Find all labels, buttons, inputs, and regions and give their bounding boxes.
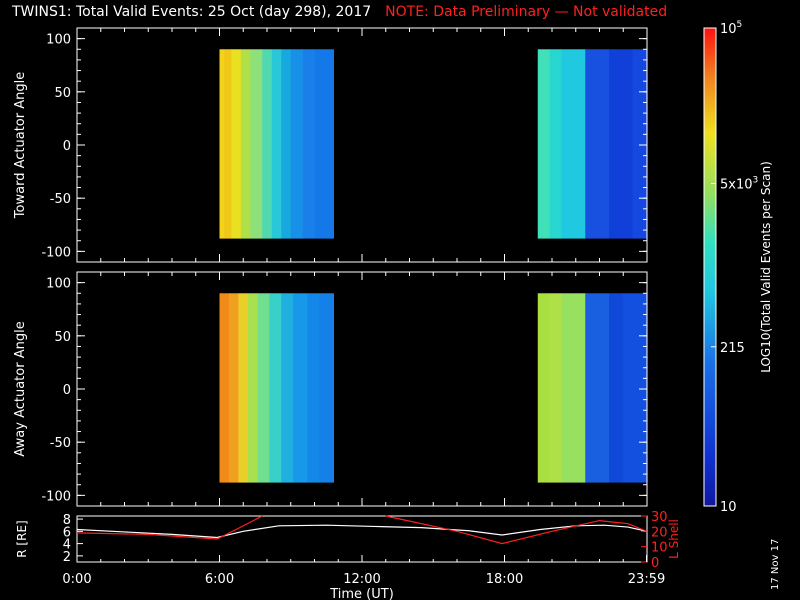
x-axis-label: Time (UT) [329, 587, 394, 600]
preliminary-note: NOTE: Data Preliminary — Not validated [385, 4, 668, 20]
y-axis-label: Away Actuator Angle [13, 321, 28, 456]
chart-title-line: TWINS1: Total Valid Events: 25 Oct (day … [12, 4, 667, 20]
chart-title: TWINS1: Total Valid Events: 25 Oct (day … [12, 4, 372, 20]
heatmap-cell [224, 49, 232, 239]
x-tick-label: 18:00 [486, 572, 523, 587]
y-tick-label: -100 [41, 489, 71, 504]
heatmap-cell [229, 293, 239, 483]
heatmap-cell [623, 293, 648, 483]
colorbar-tick-label: 215 [720, 341, 745, 356]
y-tick-label: 4 [63, 538, 71, 553]
y-tick-label: 100 [46, 33, 71, 48]
colorbar-tick-exponent: 5 [737, 20, 743, 30]
colorbar-tick-label: 5x103 [720, 175, 758, 192]
heatmap-cell [307, 293, 320, 483]
y-tick-label: 6 [63, 525, 71, 540]
heatmap-cell [290, 49, 304, 239]
colorbar-tick-exponent: 3 [753, 175, 759, 185]
heatmap-cell [257, 293, 270, 483]
colorbar-label: LOG10(Total Valid Events per Scan) [759, 161, 773, 373]
y-tick-label: -50 [50, 192, 71, 207]
heatmap-cell [262, 49, 273, 239]
heatmap-cell [609, 49, 634, 239]
heatmap-cell [561, 293, 586, 483]
heatmap-cell [609, 293, 624, 483]
heatmap-cell [561, 49, 586, 239]
heatmap-cell [281, 293, 294, 483]
heatmap-cell [537, 49, 551, 239]
heatmap-cell [219, 293, 230, 483]
x-tick-label: 12:00 [343, 572, 380, 587]
y2-tick-label: 0 [651, 556, 659, 571]
colorbar-tick-label: 105 [720, 20, 742, 37]
y-tick-label: 0 [63, 383, 71, 398]
heatmap-cell [537, 293, 551, 483]
heatmap-cell [219, 49, 225, 239]
orbit-panel-frame [76, 515, 648, 563]
y-tick-label: 50 [54, 86, 71, 101]
y-tick-label: 2 [63, 550, 71, 565]
heatmap-cell [250, 49, 263, 239]
heatmap-cell [549, 293, 562, 483]
r-axis-label: R [RE] [15, 520, 29, 557]
y-tick-label: -100 [41, 245, 71, 260]
y-tick-label: 8 [63, 513, 71, 528]
heatmap-cell [302, 49, 315, 239]
heatmap-cell [293, 293, 308, 483]
heatmap-cell [238, 293, 249, 483]
heatmap-cell [240, 49, 251, 239]
y-tick-label: -50 [50, 436, 71, 451]
colorbar [703, 27, 717, 507]
y2-tick-label: 10 [651, 541, 668, 556]
heatmap-cell [314, 49, 334, 239]
heatmap-cell [585, 293, 610, 483]
colorbar-tick-label: 10 [720, 500, 737, 515]
date-stamp: 17 Nov 17 [770, 538, 781, 590]
heatmap-cell [632, 49, 648, 239]
y2-tick-label: 20 [651, 525, 668, 540]
heatmap-cell [269, 293, 282, 483]
lshell-series-line [385, 515, 648, 545]
heatmap-cell [248, 293, 258, 483]
y-axis-label: Toward Actuator Angle [13, 72, 28, 219]
heatmap-cell [319, 293, 334, 483]
lshell-series-line [76, 515, 263, 540]
heatmap-cell [231, 49, 242, 239]
x-tick-label: 23:59 [628, 572, 665, 587]
y-tick-label: 50 [54, 330, 71, 345]
y2-tick-label: 30 [651, 510, 668, 525]
y-tick-label: 0 [63, 139, 71, 154]
y-tick-label: 100 [46, 277, 71, 292]
heatmap-cell [585, 49, 610, 239]
x-tick-label: 0:00 [62, 572, 91, 587]
heatmap-cell [281, 49, 292, 239]
heatmap-cell [549, 49, 562, 239]
heatmap-cell [271, 49, 282, 239]
r-series-line [76, 524, 648, 539]
lshell-axis-label: L Shell [667, 519, 681, 559]
x-tick-label: 6:00 [205, 572, 234, 587]
